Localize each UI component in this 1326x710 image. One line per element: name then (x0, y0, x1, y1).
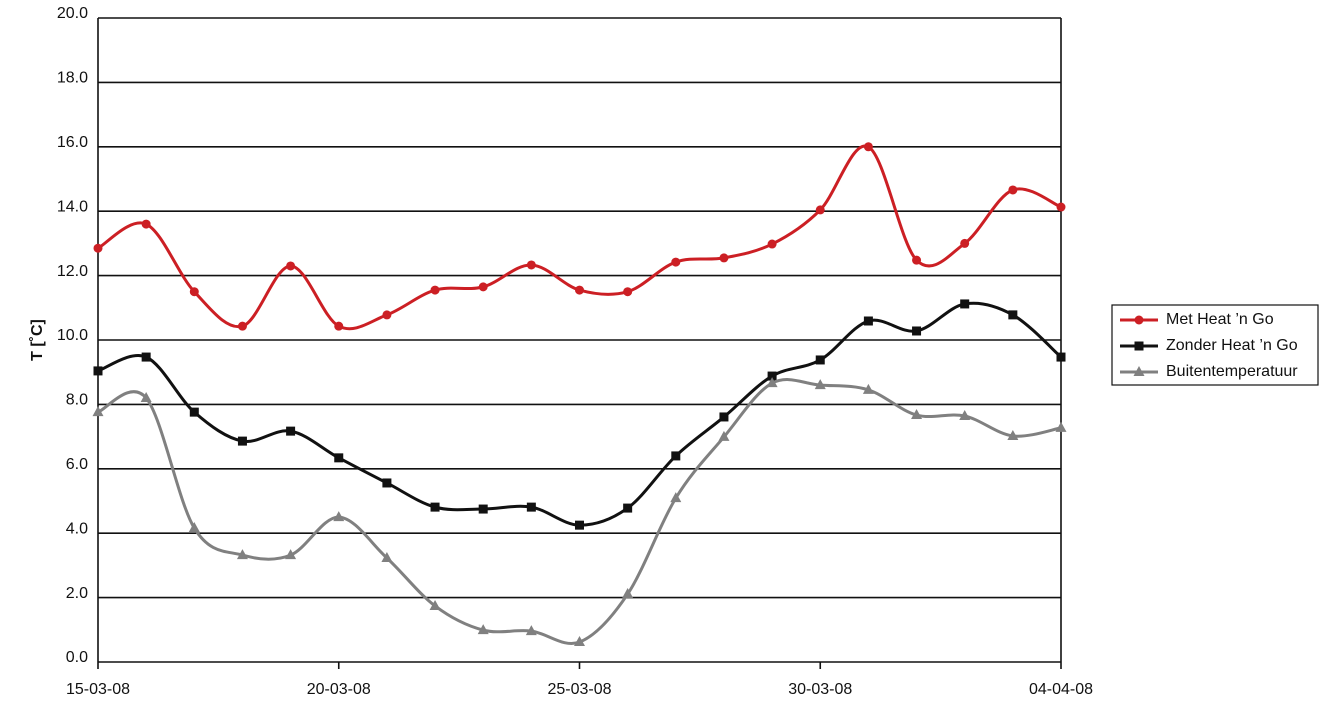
point (862, 383, 874, 394)
legend-label: Buitentemperatuur (1166, 363, 1298, 380)
point (670, 492, 682, 503)
x-tick-label: 25-03-08 (547, 681, 611, 698)
legend-marker (1133, 366, 1145, 376)
point (766, 377, 778, 388)
point (1008, 185, 1018, 195)
legend-label: Met Heat ’n Go (1166, 311, 1274, 328)
point (960, 238, 970, 248)
x-tick-label: 20-03-08 (307, 681, 371, 698)
point (382, 478, 392, 488)
point (671, 257, 681, 267)
point (237, 321, 247, 331)
point (575, 285, 584, 295)
point (767, 371, 777, 381)
point (189, 407, 199, 417)
point (92, 406, 104, 417)
point (767, 239, 777, 249)
point (911, 409, 923, 420)
x-tick-label: 30-03-08 (788, 681, 852, 698)
point (526, 260, 536, 270)
point (478, 282, 488, 292)
point (671, 451, 681, 461)
legend-label: Zonder Heat ’n Go (1166, 337, 1298, 354)
y-tick-label: 2.0 (66, 585, 88, 602)
point (236, 549, 248, 560)
point (623, 287, 633, 297)
point (93, 366, 103, 376)
point (815, 205, 825, 215)
point (478, 504, 488, 514)
y-axis-label: T [˚C] (29, 319, 46, 361)
point (286, 261, 296, 271)
point (912, 326, 922, 336)
y-tick-label: 4.0 (66, 520, 88, 537)
point (960, 299, 970, 309)
point (526, 502, 536, 512)
point (525, 625, 537, 636)
point (141, 219, 151, 229)
point (286, 426, 296, 436)
legend-marker (1134, 341, 1144, 351)
point (815, 355, 825, 365)
point (285, 549, 297, 560)
point (189, 287, 199, 297)
point (574, 636, 585, 647)
x-tick-label: 04-04-08 (1029, 681, 1093, 698)
point (1008, 310, 1018, 320)
point (863, 142, 873, 152)
point (430, 502, 440, 512)
point (719, 253, 729, 263)
point (141, 352, 151, 362)
point (237, 436, 247, 446)
y-tick-label: 14.0 (57, 198, 88, 215)
point (334, 321, 344, 331)
y-tick-label: 10.0 (57, 327, 88, 344)
point (1056, 202, 1066, 212)
y-tick-label: 18.0 (57, 70, 88, 87)
point (429, 599, 441, 610)
x-tick-label: 15-03-08 (66, 681, 130, 698)
point (623, 503, 633, 513)
point (188, 522, 200, 533)
y-tick-label: 8.0 (66, 392, 88, 409)
point (814, 379, 826, 390)
point (382, 310, 392, 320)
point (575, 520, 584, 530)
point (622, 588, 634, 599)
legend-marker (1134, 315, 1144, 325)
point (863, 316, 873, 326)
point (1055, 421, 1067, 432)
y-tick-label: 0.0 (66, 649, 88, 666)
y-tick-label: 6.0 (66, 456, 88, 473)
point (334, 453, 344, 463)
point (430, 285, 440, 295)
line (97, 144, 1062, 331)
point (333, 511, 345, 522)
point (719, 412, 729, 422)
point (912, 255, 922, 265)
y-tick-label: 20.0 (57, 5, 88, 22)
point (140, 391, 152, 402)
point (381, 551, 393, 562)
point (959, 409, 971, 420)
point (1056, 352, 1066, 362)
point (718, 430, 730, 441)
point (93, 243, 103, 253)
y-tick-label: 12.0 (57, 263, 88, 280)
line (97, 378, 1062, 645)
point (477, 624, 489, 635)
point (1007, 429, 1019, 440)
y-tick-label: 16.0 (57, 134, 88, 151)
